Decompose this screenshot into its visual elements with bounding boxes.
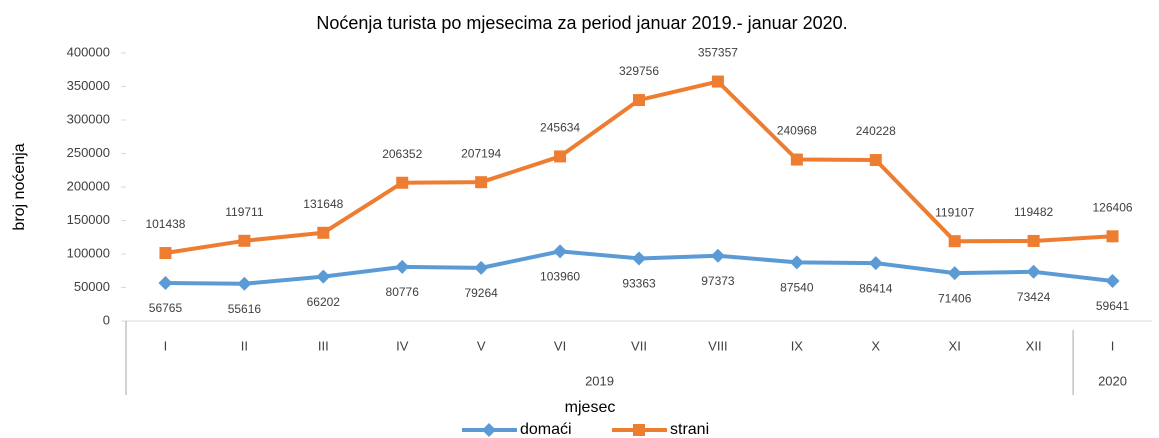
x-tick-label: V <box>477 338 486 353</box>
point <box>238 234 251 247</box>
data-label: 119711 <box>225 205 264 219</box>
data-label: 207194 <box>461 146 501 160</box>
point <box>317 226 330 239</box>
data-label: 357357 <box>698 46 738 60</box>
data-label: 101438 <box>145 217 185 231</box>
data-label: 97373 <box>701 274 735 288</box>
y-axis-title: broj noćenja <box>11 143 28 230</box>
legend-label: domaći <box>520 421 572 438</box>
point <box>633 94 645 107</box>
data-label: 71406 <box>938 291 972 305</box>
point <box>474 260 489 275</box>
point <box>159 247 172 260</box>
data-label: 206352 <box>382 147 422 161</box>
data-label: 245634 <box>540 121 580 135</box>
data-label: 126406 <box>1093 200 1133 214</box>
x-tick-label: IV <box>396 338 409 353</box>
data-label: 240968 <box>777 124 817 138</box>
data-label: 80776 <box>386 285 420 299</box>
x-axis-title: mjesec <box>565 399 616 416</box>
point <box>789 255 804 270</box>
legend-marker <box>633 424 645 436</box>
x-tick-label: XII <box>1026 338 1042 353</box>
point <box>554 150 567 163</box>
series-line <box>165 79 1113 256</box>
data-label: 86414 <box>859 281 893 295</box>
point <box>869 154 882 167</box>
data-label: 56765 <box>149 301 183 315</box>
group-label: 2020 <box>1098 373 1127 388</box>
y-tick-label: 150000 <box>67 212 110 227</box>
y-tick-label: 300000 <box>67 111 110 126</box>
data-label: 87540 <box>780 281 814 295</box>
data-label: 329756 <box>619 64 659 78</box>
point <box>158 275 173 290</box>
data-label: 119482 <box>1014 205 1053 219</box>
data-label: 79264 <box>464 286 498 300</box>
data-label: 119107 <box>935 205 974 219</box>
point <box>237 276 252 291</box>
x-tick-label: VI <box>554 338 566 353</box>
x-tick-label: III <box>318 338 329 353</box>
x-tick-label: VIII <box>708 338 728 353</box>
legend-marker <box>482 423 496 437</box>
x-tick-label: I <box>1111 338 1115 353</box>
point <box>396 176 409 189</box>
point <box>947 266 962 281</box>
point <box>1026 264 1041 279</box>
point <box>868 256 883 271</box>
chart-title: Noćenja turista po mjesecima za period j… <box>316 13 847 33</box>
point <box>710 248 725 263</box>
data-label: 93363 <box>622 277 656 291</box>
y-tick-label: 250000 <box>67 145 110 160</box>
point <box>1106 230 1119 243</box>
point <box>632 251 646 266</box>
point <box>475 176 488 189</box>
x-tick-label: II <box>241 338 248 353</box>
group-label: 2019 <box>585 373 614 388</box>
y-tick-label: 400000 <box>67 44 110 59</box>
y-tick-label: 0 <box>103 312 110 327</box>
point <box>711 75 724 88</box>
point <box>790 153 803 166</box>
data-label: 131648 <box>303 197 343 211</box>
x-tick-label: IX <box>791 338 804 353</box>
data-label: 103960 <box>540 270 580 284</box>
point <box>1105 274 1120 289</box>
point <box>316 269 331 284</box>
y-tick-label: 50000 <box>74 279 110 294</box>
y-tick-label: 200000 <box>67 178 110 193</box>
data-label: 59641 <box>1096 299 1130 313</box>
point <box>1027 234 1040 247</box>
legend-label: strani <box>670 421 709 438</box>
data-label: 55616 <box>228 302 262 316</box>
x-tick-label: VII <box>631 338 647 353</box>
x-tick-label: XI <box>949 338 961 353</box>
point <box>395 259 410 274</box>
x-tick-label: X <box>871 338 880 353</box>
data-label: 73424 <box>1017 290 1051 304</box>
y-tick-label: 350000 <box>67 78 110 93</box>
data-label: 240228 <box>856 124 896 138</box>
point <box>553 244 568 259</box>
data-label: 66202 <box>307 295 341 309</box>
x-tick-label: I <box>164 338 168 353</box>
point <box>948 235 961 248</box>
y-tick-label: 100000 <box>67 245 110 260</box>
